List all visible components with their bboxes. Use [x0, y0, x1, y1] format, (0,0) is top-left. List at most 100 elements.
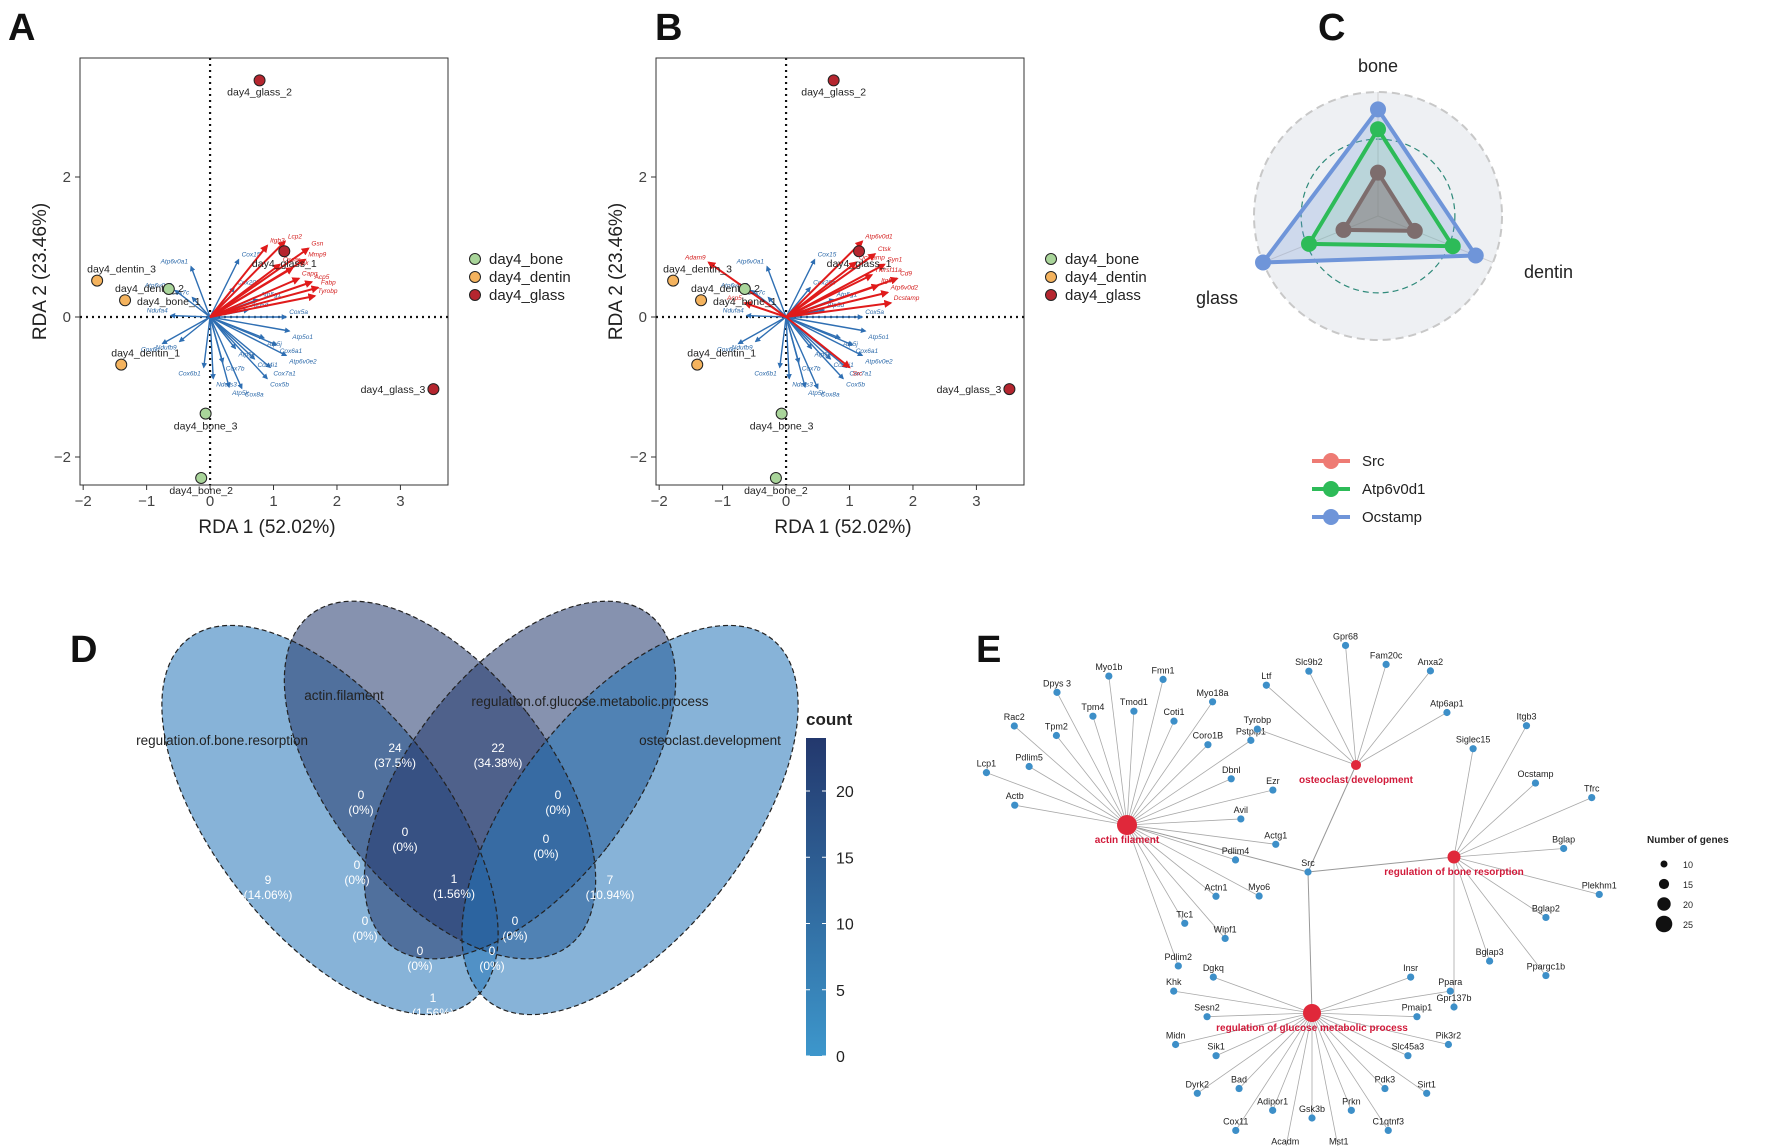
colorbar — [806, 738, 826, 1056]
venn-region-count: 0 — [555, 788, 562, 802]
x-tick-label: −2 — [651, 493, 668, 510]
venn-region-pct: (0%) — [502, 929, 527, 943]
vector-arrow-red — [785, 316, 851, 369]
panel-letter-c: C — [1318, 7, 1345, 49]
vector-label-blue: Cox6b1 — [754, 370, 777, 377]
vector-label-blue: Atp6v0a2 — [144, 282, 173, 289]
gene-node-label: Bad — [1231, 1075, 1247, 1085]
vector-label-blue: Cox6c — [717, 347, 736, 354]
network-edge — [1238, 1012, 1313, 1089]
network-edge — [1345, 645, 1357, 766]
gene-node-label: Gsk3b — [1299, 1104, 1325, 1114]
gene-node-label: Gpr68 — [1333, 631, 1358, 641]
colorbar-title: count — [806, 710, 853, 729]
gene-node-label: Gpr137b — [1436, 993, 1471, 1003]
sample-point-bone — [769, 472, 782, 484]
size-legend-label: 15 — [1683, 880, 1693, 890]
vector-label-red: Capg — [302, 271, 318, 278]
y-tick-label: 0 — [63, 309, 71, 326]
term-hub-node — [1351, 760, 1361, 770]
sample-point-glass — [253, 74, 266, 87]
vector-arrow-blue — [785, 258, 816, 318]
radar-point-ocstamp — [1370, 101, 1386, 118]
venn-region-count: 1 — [430, 991, 437, 1005]
gene-node-label: Pdlim2 — [1165, 952, 1193, 962]
gene-node — [1426, 667, 1435, 675]
network-edge — [1285, 1012, 1313, 1146]
gene-node — [1542, 913, 1550, 922]
term-hub-node — [1447, 850, 1461, 864]
network-edge — [1355, 664, 1387, 766]
gene-node-label: Wipf1 — [1214, 924, 1237, 934]
term-hub-node — [1117, 815, 1137, 835]
network-edge — [1213, 976, 1313, 1014]
y-tick-label: −2 — [54, 449, 71, 466]
venn-region-pct: (10.94%) — [586, 888, 635, 902]
size-legend-label: 10 — [1683, 860, 1693, 870]
sample-point-bone — [199, 407, 212, 420]
vector-arrow-red — [209, 280, 314, 318]
radar-point-ocstamp — [1255, 254, 1272, 271]
venn-diagram: 24(37.5%)22(34.38%)9(14.06%)7(10.94%)0(0… — [136, 600, 854, 1066]
gene-node — [1171, 1040, 1180, 1049]
gene-node — [1130, 707, 1138, 715]
radar-point-atp6v0d1 — [1444, 238, 1461, 255]
vector-label-blue: Atp5k — [807, 390, 825, 397]
sample-point-dentin — [119, 294, 132, 307]
vector-arrow-red — [209, 258, 307, 318]
x-axis-title: RDA 1 (52.02%) — [198, 517, 335, 538]
legend-swatch-glass — [469, 289, 481, 301]
venn-region-pct: (1.56%) — [433, 887, 475, 901]
gene-node — [1052, 731, 1061, 740]
vector-label-red: Itgb3 — [270, 238, 285, 245]
network-edge — [1311, 1012, 1449, 1045]
sample-label: day4_dentin_1 — [111, 348, 180, 360]
network-edge — [1126, 740, 1252, 826]
venn-set-outline — [461, 624, 799, 1016]
legend-swatch-bone — [469, 253, 481, 265]
network-edge — [1453, 725, 1527, 858]
network-edge — [1175, 1012, 1313, 1045]
plot-frame — [655, 57, 1025, 486]
network-edge — [1173, 990, 1313, 1014]
gene-node-label: Tmod1 — [1120, 697, 1148, 707]
vector-label-blue: Cox6a1 — [280, 348, 303, 355]
vector-label-blue: Cox6c — [141, 347, 160, 354]
y-tick-label: 0 — [639, 309, 647, 326]
gene-node — [1204, 741, 1212, 749]
colorbar-tick-label: 5 — [836, 983, 845, 1000]
vector-arrow-blue — [785, 316, 864, 357]
gene-node-label: Midn — [1166, 1030, 1186, 1040]
vector-label-blue: Cox15 — [242, 252, 261, 259]
venn-region-pct: (0%) — [407, 959, 432, 973]
vector-label-blue: Atp6v0e2 — [864, 359, 893, 366]
vector-arrow-blue — [209, 316, 291, 333]
gene-node — [1269, 1106, 1277, 1114]
vector-arrow-blue — [178, 316, 211, 343]
panel-letter-d: D — [70, 629, 97, 671]
gene-node — [1542, 971, 1550, 980]
vector-label-blue: Atp6v0a1 — [736, 259, 765, 266]
vector-label-red: Itgb3 — [881, 278, 896, 285]
network-edge — [1235, 1012, 1313, 1131]
vector-label-blue: Ndufb9 — [732, 345, 753, 352]
gene-node-label: Pstpip1 — [1236, 726, 1266, 736]
gene-node-label: Coro1B — [1193, 731, 1224, 741]
vector-label-red: Lcp2 — [288, 233, 302, 240]
gene-node — [1588, 793, 1596, 802]
radar-series-inner — [1339, 168, 1419, 233]
venn-region-pct: (0%) — [479, 959, 504, 973]
gene-node-label: Ezr — [1266, 776, 1280, 786]
vector-arrow-blue — [174, 289, 211, 318]
vector-label-blue: Ndufb9 — [156, 345, 177, 352]
gene-node — [1231, 856, 1240, 864]
vector-arrow-red — [209, 285, 320, 318]
venn-set-fill — [461, 625, 799, 1015]
network-edge — [1056, 735, 1128, 826]
venn-region-count: 0 — [402, 825, 409, 839]
gene-node-label: Lcp1 — [977, 759, 997, 769]
gene-node — [1181, 919, 1189, 927]
vector-label-red: Tyrobp — [318, 288, 338, 295]
network-edge — [1126, 720, 1175, 826]
vector-arrow-blue — [209, 316, 243, 390]
